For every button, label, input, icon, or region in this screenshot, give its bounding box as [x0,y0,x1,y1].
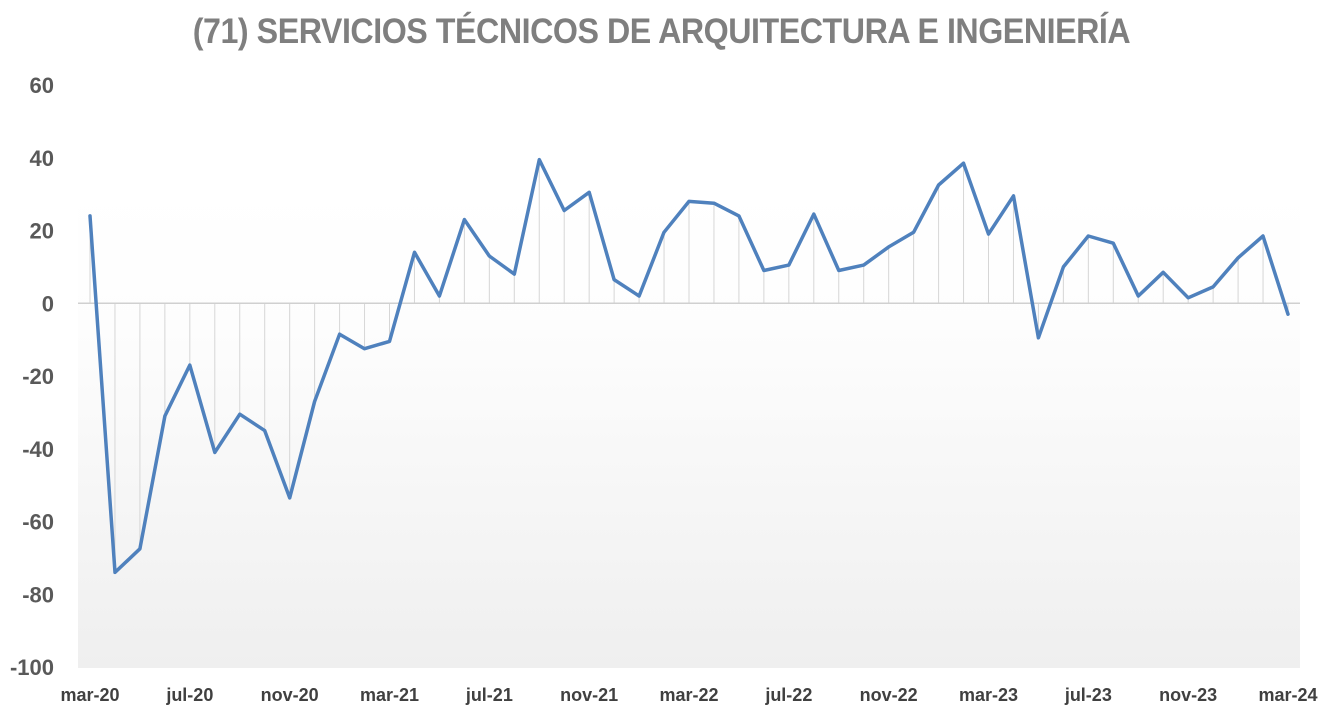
x-tick-label: mar-23 [959,685,1018,705]
x-tick-label: mar-24 [1258,685,1317,705]
y-tick-label: 60 [30,73,54,98]
x-tick-label: nov-23 [1159,685,1217,705]
x-tick-label: jul-20 [165,685,213,705]
y-tick-label: 40 [30,146,54,171]
chart-title: (71) SERVICIOS TÉCNICOS DE ARQUITECTURA … [192,12,1131,51]
y-tick-label: -80 [22,582,54,607]
x-tick-label: nov-20 [261,685,319,705]
x-tick-label: mar-21 [360,685,419,705]
x-axis: mar-20 jul-20 nov-20 mar-21 jul-21 nov-21 mar-… [60,685,1317,705]
series-line [88,157,1290,575]
y-tick-label: -60 [22,510,54,535]
x-tick-label: mar-22 [659,685,718,705]
y-tick-label: 0 [42,291,54,316]
y-tick-label: -100 [10,655,54,680]
y-tick-label: 20 [30,219,54,244]
y-tick-label: -40 [22,437,54,462]
x-tick-label: nov-22 [860,685,918,705]
x-tick-label: nov-21 [560,685,618,705]
x-tick-label: jul-22 [764,685,812,705]
x-tick-label: jul-21 [465,685,513,705]
y-axis: 60 40 20 0 -20 -40 -60 -80 -100 [10,73,54,680]
x-tick-label: jul-23 [1064,685,1112,705]
x-tick-label: mar-20 [60,685,119,705]
y-tick-label: -20 [22,364,54,389]
drop-lines [89,159,1289,573]
